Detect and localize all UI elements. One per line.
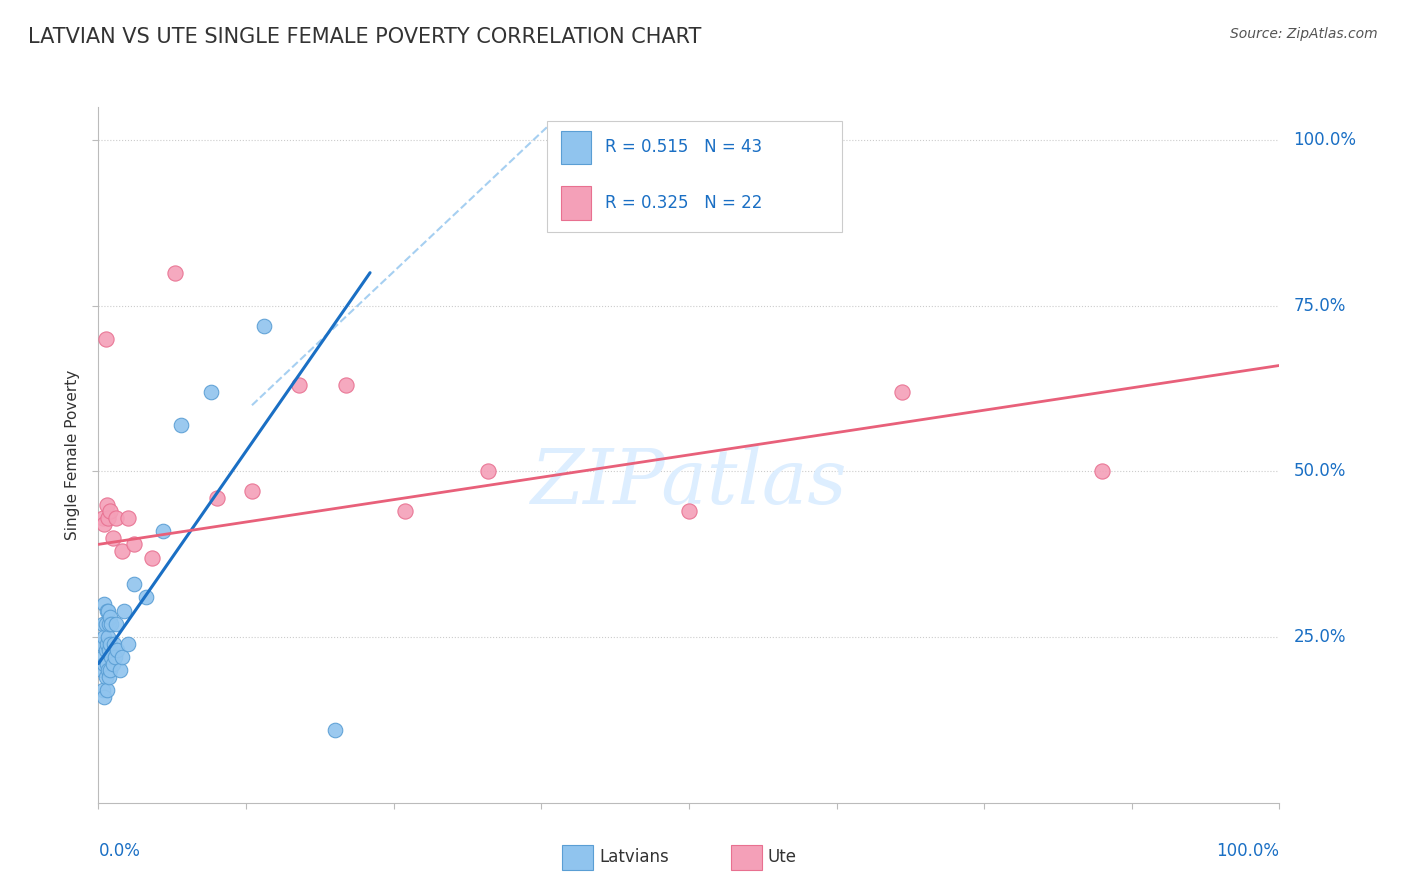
Point (205, 491, 228, 505)
Point (94, 643, 117, 657)
Point (96, 604, 118, 618)
Point (93, 597, 115, 611)
Point (98, 643, 121, 657)
Point (91, 663, 114, 677)
Point (477, 465, 499, 479)
Point (91, 637, 114, 651)
Point (122, 537, 145, 551)
Point (112, 604, 135, 618)
Point (111, 544, 134, 558)
Point (94, 616, 117, 631)
Text: 100.0%: 100.0% (1294, 131, 1357, 149)
Point (122, 577, 145, 591)
Text: R = 0.325   N = 22: R = 0.325 N = 22 (605, 194, 762, 212)
Point (135, 591, 157, 605)
Point (394, 504, 416, 518)
Point (100, 650, 122, 665)
Bar (561, 131, 591, 164)
Text: Latvians: Latvians (599, 848, 669, 866)
Point (117, 637, 139, 651)
Point (100, 616, 122, 631)
Point (200, 384, 222, 399)
Point (93, 630, 115, 644)
Text: 25.0%: 25.0% (1294, 628, 1346, 646)
Y-axis label: Single Female Poverty: Single Female Poverty (65, 370, 80, 540)
Point (335, 378, 357, 392)
Point (117, 511, 139, 525)
Point (152, 524, 174, 538)
Point (94, 670, 117, 684)
Point (105, 643, 128, 657)
Point (323, 723, 346, 737)
Point (101, 531, 124, 545)
Point (93, 690, 115, 704)
Point (101, 657, 124, 671)
Text: ZIPatlas: ZIPatlas (530, 446, 848, 520)
Text: 100.0%: 100.0% (1216, 842, 1279, 860)
Point (678, 504, 700, 518)
Point (141, 550, 163, 565)
Point (96, 683, 118, 698)
Point (98, 610, 121, 624)
Point (105, 616, 128, 631)
Point (288, 378, 311, 392)
Point (1091, 465, 1114, 479)
Point (97, 511, 120, 525)
Point (93, 657, 115, 671)
Point (97, 663, 120, 677)
Text: 75.0%: 75.0% (1294, 297, 1346, 315)
Text: 0.0%: 0.0% (98, 842, 141, 860)
Point (98, 670, 121, 684)
Point (170, 418, 193, 433)
Point (165, 266, 187, 280)
Text: Ute: Ute (768, 848, 797, 866)
Point (91, 650, 114, 665)
Text: LATVIAN VS UTE SINGLE FEMALE POVERTY CORRELATION CHART: LATVIAN VS UTE SINGLE FEMALE POVERTY COR… (28, 27, 702, 46)
Point (98, 504, 121, 518)
Point (108, 663, 131, 677)
Point (97, 630, 120, 644)
Point (91, 616, 114, 631)
Point (96, 657, 118, 671)
Point (98, 616, 121, 631)
Point (105, 511, 128, 525)
Point (104, 650, 127, 665)
Point (98, 637, 121, 651)
Text: Source: ZipAtlas.com: Source: ZipAtlas.com (1230, 27, 1378, 41)
Point (240, 484, 263, 499)
Point (93, 517, 115, 532)
Point (94, 332, 117, 346)
Point (111, 650, 134, 665)
Point (97, 604, 120, 618)
Point (98, 663, 121, 677)
Point (96, 498, 118, 512)
Bar (561, 186, 591, 219)
Bar (547, 121, 842, 232)
Point (253, 318, 276, 333)
Point (91, 683, 114, 698)
Point (890, 384, 912, 399)
Point (96, 637, 118, 651)
Point (91, 511, 114, 525)
Text: R = 0.515   N = 43: R = 0.515 N = 43 (605, 138, 762, 156)
Text: 50.0%: 50.0% (1294, 462, 1346, 481)
Point (103, 637, 125, 651)
